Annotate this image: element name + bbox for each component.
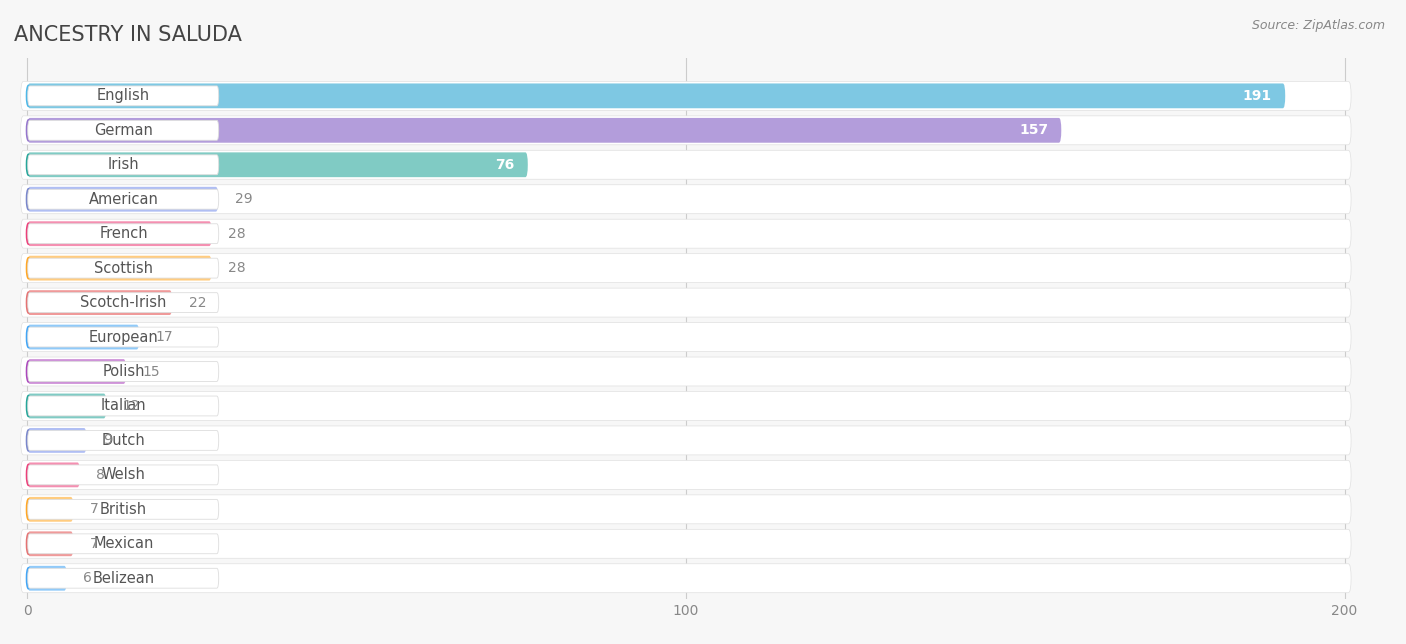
FancyBboxPatch shape	[27, 222, 212, 246]
FancyBboxPatch shape	[27, 325, 139, 350]
Text: 28: 28	[228, 261, 246, 275]
Text: 9: 9	[103, 433, 112, 448]
FancyBboxPatch shape	[21, 116, 1351, 145]
FancyBboxPatch shape	[27, 462, 80, 488]
FancyBboxPatch shape	[28, 86, 219, 106]
Text: Italian: Italian	[101, 399, 146, 413]
FancyBboxPatch shape	[28, 430, 219, 450]
Text: Belizean: Belizean	[93, 571, 155, 586]
FancyBboxPatch shape	[21, 150, 1351, 179]
FancyBboxPatch shape	[28, 327, 219, 347]
FancyBboxPatch shape	[21, 323, 1351, 352]
Text: Welsh: Welsh	[101, 468, 145, 482]
Circle shape	[27, 85, 31, 106]
Text: Scotch-Irish: Scotch-Irish	[80, 295, 167, 310]
Text: English: English	[97, 88, 150, 103]
FancyBboxPatch shape	[27, 531, 73, 556]
Text: Scottish: Scottish	[94, 261, 153, 276]
Text: 7: 7	[90, 537, 98, 551]
FancyBboxPatch shape	[21, 529, 1351, 558]
Text: 6: 6	[83, 571, 91, 585]
FancyBboxPatch shape	[27, 359, 127, 384]
Circle shape	[27, 361, 31, 382]
FancyBboxPatch shape	[21, 357, 1351, 386]
Text: 12: 12	[122, 399, 141, 413]
Circle shape	[27, 499, 31, 520]
Text: 191: 191	[1243, 89, 1272, 103]
Text: 7: 7	[90, 502, 98, 516]
Circle shape	[27, 430, 31, 451]
FancyBboxPatch shape	[21, 564, 1351, 592]
Text: 157: 157	[1019, 123, 1047, 137]
FancyBboxPatch shape	[27, 256, 212, 281]
Circle shape	[27, 189, 31, 210]
FancyBboxPatch shape	[27, 290, 172, 315]
FancyBboxPatch shape	[28, 120, 219, 140]
Circle shape	[27, 120, 31, 141]
FancyBboxPatch shape	[21, 219, 1351, 248]
FancyBboxPatch shape	[28, 465, 219, 485]
FancyBboxPatch shape	[21, 392, 1351, 421]
FancyBboxPatch shape	[27, 393, 107, 419]
FancyBboxPatch shape	[27, 118, 1062, 143]
FancyBboxPatch shape	[21, 495, 1351, 524]
FancyBboxPatch shape	[27, 187, 218, 212]
Circle shape	[27, 258, 31, 279]
FancyBboxPatch shape	[21, 185, 1351, 214]
Circle shape	[27, 568, 31, 589]
Text: American: American	[89, 192, 159, 207]
FancyBboxPatch shape	[27, 84, 1285, 108]
FancyBboxPatch shape	[28, 361, 219, 381]
Text: German: German	[94, 123, 153, 138]
FancyBboxPatch shape	[28, 189, 219, 209]
Text: 76: 76	[495, 158, 515, 172]
Text: ANCESTRY IN SALUDA: ANCESTRY IN SALUDA	[14, 25, 242, 45]
FancyBboxPatch shape	[28, 223, 219, 243]
FancyBboxPatch shape	[21, 81, 1351, 110]
Text: French: French	[100, 226, 148, 242]
Circle shape	[27, 533, 31, 554]
Text: 28: 28	[228, 227, 246, 241]
FancyBboxPatch shape	[27, 566, 66, 591]
FancyBboxPatch shape	[28, 292, 219, 312]
Text: British: British	[100, 502, 148, 517]
Circle shape	[27, 223, 31, 244]
Circle shape	[27, 327, 31, 348]
Circle shape	[27, 292, 31, 313]
Text: 17: 17	[156, 330, 173, 344]
Text: Source: ZipAtlas.com: Source: ZipAtlas.com	[1251, 19, 1385, 32]
FancyBboxPatch shape	[21, 426, 1351, 455]
FancyBboxPatch shape	[21, 460, 1351, 489]
FancyBboxPatch shape	[28, 534, 219, 554]
FancyBboxPatch shape	[21, 288, 1351, 317]
Text: 8: 8	[97, 468, 105, 482]
Text: Mexican: Mexican	[93, 536, 153, 551]
Text: Polish: Polish	[103, 364, 145, 379]
FancyBboxPatch shape	[28, 568, 219, 588]
FancyBboxPatch shape	[27, 428, 87, 453]
Text: Irish: Irish	[108, 157, 139, 173]
Text: Dutch: Dutch	[101, 433, 145, 448]
Circle shape	[27, 464, 31, 486]
FancyBboxPatch shape	[27, 497, 73, 522]
Circle shape	[27, 154, 31, 175]
FancyBboxPatch shape	[28, 258, 219, 278]
FancyBboxPatch shape	[21, 254, 1351, 283]
FancyBboxPatch shape	[28, 396, 219, 416]
FancyBboxPatch shape	[28, 155, 219, 175]
Text: 15: 15	[142, 365, 160, 379]
Text: 22: 22	[188, 296, 207, 310]
FancyBboxPatch shape	[28, 499, 219, 519]
Circle shape	[27, 395, 31, 417]
FancyBboxPatch shape	[27, 153, 527, 177]
Text: 29: 29	[235, 192, 252, 206]
Text: European: European	[89, 330, 159, 345]
